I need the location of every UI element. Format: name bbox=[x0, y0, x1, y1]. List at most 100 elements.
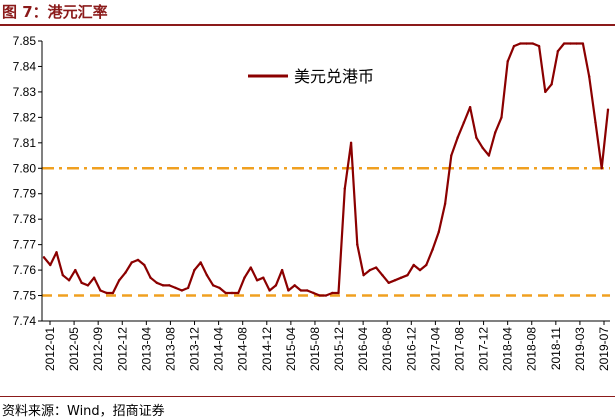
data-point bbox=[562, 42, 566, 45]
y-axis-ticks: 7.85 7.84 7.83 7.82 7.81 7.80 7.79 7.78 7.77 7.76… bbox=[13, 34, 42, 328]
x-tick-label: 2016-08 bbox=[380, 327, 394, 371]
x-tick-label: 2016-12 bbox=[404, 327, 418, 371]
data-point bbox=[237, 291, 240, 295]
data-point bbox=[318, 294, 321, 297]
data-point bbox=[92, 276, 96, 279]
exchange-rate-chart: 7.85 7.84 7.83 7.82 7.81 7.80 7.79 7.78 7.77 7.76… bbox=[13, 34, 611, 371]
x-tick-label: 2014-12 bbox=[260, 327, 274, 371]
x-tick-label: 2019-07 bbox=[597, 327, 611, 371]
data-point bbox=[588, 75, 591, 78]
axes bbox=[41, 41, 610, 322]
data-point bbox=[262, 276, 265, 279]
data-point bbox=[287, 289, 290, 292]
data-point bbox=[42, 256, 46, 259]
y-tick-label: 7.76 bbox=[13, 263, 37, 277]
data-point bbox=[268, 289, 271, 292]
y-tick-label: 7.85 bbox=[13, 34, 37, 48]
data-point bbox=[343, 187, 346, 190]
data-point bbox=[456, 136, 459, 139]
data-point bbox=[243, 276, 246, 279]
footer-divider bbox=[0, 396, 615, 397]
data-point bbox=[218, 286, 221, 290]
x-tick-label: 2012-05 bbox=[67, 327, 81, 371]
data-point bbox=[105, 291, 108, 295]
data-point bbox=[374, 266, 378, 269]
data-point bbox=[74, 268, 77, 272]
data-point bbox=[149, 276, 152, 279]
data-point bbox=[324, 294, 328, 297]
data-point bbox=[381, 273, 384, 277]
x-tick-label: 2015-04 bbox=[284, 327, 298, 371]
data-point bbox=[174, 286, 177, 290]
y-tick-label: 7.74 bbox=[13, 314, 37, 328]
data-point bbox=[143, 263, 146, 267]
y-tick-label: 7.81 bbox=[13, 136, 37, 150]
data-point bbox=[99, 289, 102, 292]
x-tick-label: 2018-04 bbox=[501, 327, 515, 371]
data-point bbox=[255, 279, 259, 282]
data-point bbox=[431, 248, 434, 251]
data-point bbox=[49, 263, 52, 267]
data-point bbox=[124, 271, 127, 274]
data-point bbox=[67, 279, 71, 282]
x-tick-label: 2012-01 bbox=[43, 327, 57, 371]
data-point bbox=[368, 268, 372, 272]
data-point bbox=[556, 49, 560, 53]
y-tick-label: 7.84 bbox=[13, 59, 37, 73]
data-point bbox=[337, 291, 340, 295]
data-point bbox=[155, 281, 158, 285]
data-point bbox=[230, 291, 234, 295]
x-tick-label: 2014-04 bbox=[212, 327, 226, 371]
data-point bbox=[481, 146, 484, 150]
data-point bbox=[512, 44, 516, 48]
series-group bbox=[42, 42, 610, 297]
data-point bbox=[130, 261, 133, 264]
x-tick-label: 2019-03 bbox=[573, 327, 587, 371]
x-tick-label: 2013-08 bbox=[163, 327, 177, 371]
data-point bbox=[406, 273, 409, 277]
x-tick-label: 2012-09 bbox=[91, 327, 105, 371]
data-point bbox=[111, 291, 115, 295]
data-point bbox=[575, 42, 578, 45]
data-point bbox=[199, 261, 202, 264]
data-point bbox=[437, 230, 440, 234]
x-tick-label: 2015-08 bbox=[308, 327, 322, 371]
data-point bbox=[80, 281, 83, 285]
data-point bbox=[212, 284, 215, 287]
y-tick-label: 7.79 bbox=[13, 187, 37, 201]
data-point bbox=[299, 289, 303, 292]
data-point bbox=[569, 42, 572, 45]
data-point bbox=[393, 279, 397, 282]
y-tick-label: 7.75 bbox=[13, 289, 37, 303]
data-point bbox=[550, 83, 553, 86]
y-tick-label: 7.83 bbox=[13, 85, 37, 99]
data-point bbox=[594, 121, 597, 124]
x-tick-label: 2017-04 bbox=[428, 327, 442, 371]
data-point bbox=[487, 154, 491, 157]
data-point bbox=[600, 167, 603, 170]
x-tick-label: 2017-12 bbox=[477, 327, 491, 371]
x-tick-label: 2012-12 bbox=[115, 327, 129, 371]
data-point bbox=[537, 44, 541, 48]
x-tick-label: 2013-04 bbox=[139, 327, 153, 371]
x-tick-label: 2015-12 bbox=[332, 327, 346, 371]
data-point bbox=[519, 42, 522, 45]
reference-lines bbox=[42, 167, 610, 297]
data-point bbox=[400, 276, 403, 279]
source-note: 资料来源：Wind，招商证券 bbox=[2, 404, 165, 419]
data-point bbox=[280, 268, 284, 272]
data-point bbox=[306, 289, 309, 292]
x-tick-label: 2014-08 bbox=[236, 327, 250, 371]
data-point bbox=[443, 202, 447, 206]
data-point bbox=[224, 291, 227, 295]
data-point bbox=[494, 131, 497, 134]
x-tick-label: 2013-12 bbox=[188, 327, 202, 371]
data-point bbox=[186, 286, 190, 290]
data-point bbox=[525, 42, 528, 45]
legend-label: 美元兑港币 bbox=[294, 67, 374, 86]
x-tick-label: 2017-08 bbox=[452, 327, 466, 371]
data-point bbox=[468, 105, 472, 109]
data-point bbox=[293, 284, 296, 287]
data-point bbox=[362, 273, 365, 277]
data-point bbox=[180, 289, 184, 292]
